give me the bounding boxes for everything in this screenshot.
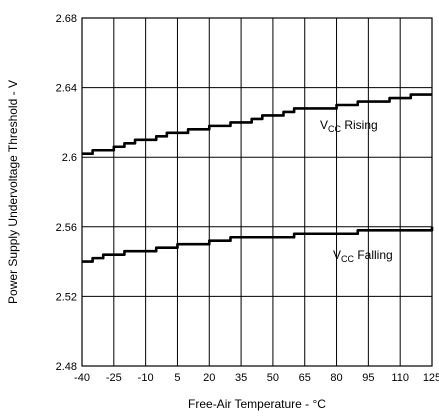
series-label-subscript: CC (341, 254, 354, 264)
x-tick-label: 5 (174, 372, 180, 384)
y-tick-label: 2.48 (56, 361, 77, 373)
series-label-main: V (320, 118, 328, 132)
x-tick-label: 95 (362, 372, 374, 384)
y-tick-label: 2.68 (56, 13, 77, 25)
x-tick-label: 50 (267, 372, 279, 384)
series-label-rest: Falling (354, 248, 393, 262)
x-tick-label: -10 (138, 372, 154, 384)
series-label-subscript: CC (328, 124, 341, 134)
series-line-vcc-falling (82, 226, 434, 263)
y-tick-labels: 2.48 2.52 2.56 2.6 2.64 2.68 (56, 13, 77, 373)
x-tick-labels: -40 -25 -10 5 20 35 50 65 80 95 110 125 (74, 372, 439, 384)
x-tick-label: 20 (203, 372, 215, 384)
series-layer (82, 93, 434, 263)
y-tick-label: 2.52 (56, 291, 77, 303)
y-axis-label: Power Supply Undervoltage Threshold - V (6, 80, 20, 304)
x-tick-label: -40 (74, 372, 90, 384)
y-tick-label: 2.56 (56, 222, 77, 234)
x-tick-label: 125 (423, 372, 439, 384)
series-label-vcc-rising: VCC Rising (320, 118, 378, 134)
y-tick-label: 2.6 (62, 152, 77, 164)
series-label-rest: Rising (341, 118, 378, 132)
x-axis-label: Free-Air Temperature - °C (188, 397, 326, 411)
y-tick-label: 2.64 (56, 83, 77, 95)
x-tick-label: -25 (106, 372, 122, 384)
series-line-vcc-rising (82, 93, 432, 156)
series-label-vcc-falling: VCC Falling (333, 248, 393, 264)
x-tick-label: 110 (391, 372, 409, 384)
series-label-main: V (333, 248, 341, 262)
x-tick-label: 35 (235, 372, 247, 384)
x-tick-label: 65 (299, 372, 311, 384)
grid (81, 17, 433, 367)
plot-frame (81, 17, 433, 367)
x-tick-label: 80 (330, 372, 342, 384)
